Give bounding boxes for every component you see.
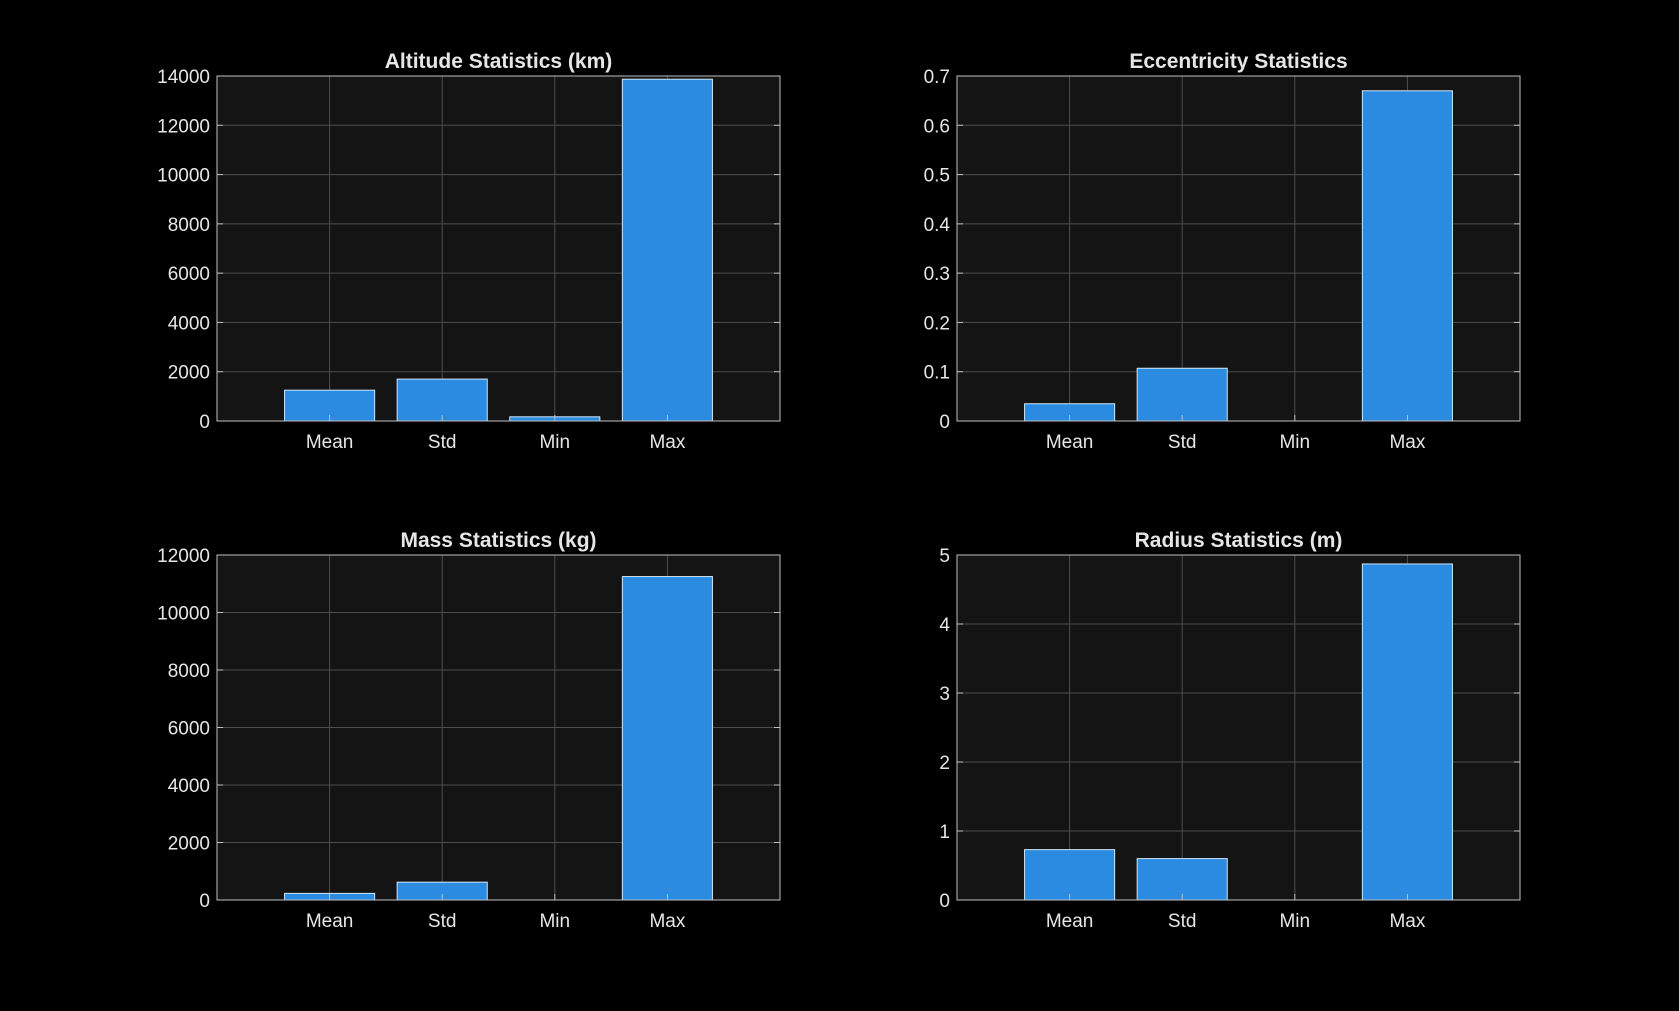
radius-ytick-label: 1 [939,822,950,843]
eccentricity-ytick-label: 0.2 [924,313,950,334]
radius-ytick-label: 4 [939,615,950,636]
altitude-ytick-label: 14000 [157,67,210,88]
altitude-ytick-label: 12000 [157,116,210,137]
eccentricity-ytick-label: 0.3 [924,264,950,285]
radius-xtick-label-max: Max [1389,911,1425,932]
altitude-ytick-label: 4000 [168,313,210,334]
mass-xtick-label-min: Min [539,911,570,932]
altitude-xtick-label-min: Min [539,432,570,453]
radius-ytick-label: 3 [939,684,950,705]
mass-xtick-label-max: Max [649,911,685,932]
radius-bar-std [1136,858,1228,901]
altitude-bar-max [621,78,713,422]
mass-ytick-label: 2000 [168,834,210,855]
eccentricity-ytick-label: 0.7 [924,67,950,88]
eccentricity-bar-std [1136,367,1228,422]
radius-ytick-label: 0 [939,891,950,912]
altitude-ytick-label: 6000 [168,264,210,285]
altitude-ytick-label: 8000 [168,215,210,236]
eccentricity-xtick-label-mean: Mean [1046,432,1094,453]
radius-axes-frame [956,554,1521,901]
radius-bar-mean [1024,849,1116,901]
eccentricity-ytick-label: 0 [939,412,950,433]
altitude-bar-std [396,378,488,422]
eccentricity-xtick-label-std: Std [1168,432,1197,453]
mass-ytick-label: 12000 [157,546,210,567]
altitude-ytick-label: 10000 [157,166,210,187]
altitude-chart: 0 2000 4000 6000 8000 10000 12000 14000 Mean Std M… [157,50,781,453]
mass-chart-title: Mass Statistics (kg) [400,529,596,552]
radius-ytick-label: 5 [939,546,950,567]
mass-ytick-label: 10000 [157,604,210,625]
eccentricity-ytick-label: 0.1 [924,363,950,384]
altitude-xtick-label-mean: Mean [306,432,354,453]
altitude-xtick-label-std: Std [428,432,457,453]
eccentricity-xtick-label-min: Min [1279,432,1310,453]
radius-ytick-label: 2 [939,753,950,774]
radius-xtick-label-std: Std [1168,911,1197,932]
eccentricity-ytick-label: 0.6 [924,116,950,137]
eccentricity-axes-frame [956,75,1521,422]
radius-chart-title: Radius Statistics (m) [1135,529,1343,552]
radius-chart: 0 1 2 3 4 5 Mean Std Min Max Radius Statistics (m) [939,529,1521,932]
eccentricity-bar-max [1361,90,1453,422]
mass-ytick-label: 4000 [168,776,210,797]
radius-xtick-label-min: Min [1279,911,1310,932]
altitude-axes-frame [216,75,781,422]
mass-ytick-label: 8000 [168,661,210,682]
eccentricity-chart: 0 0.1 0.2 0.3 0.4 0.5 0.6 0.7 Mean Std Min Max Eccen… [924,50,1521,453]
eccentricity-chart-title: Eccentricity Statistics [1129,50,1347,73]
altitude-chart-title: Altitude Statistics (km) [385,50,613,73]
eccentricity-xtick-label-max: Max [1389,432,1425,453]
mass-ytick-label: 0 [199,891,210,912]
radius-xtick-label-mean: Mean [1046,911,1094,932]
mass-bar-max [621,576,713,901]
mass-xtick-label-std: Std [428,911,457,932]
radius-bar-max [1361,563,1453,901]
mass-xtick-label-mean: Mean [306,911,354,932]
altitude-ytick-label: 2000 [168,363,210,384]
mass-ytick-label: 6000 [168,719,210,740]
altitude-ytick-label: 0 [199,412,210,433]
mass-chart: 0 2000 4000 6000 8000 10000 12000 Mean Std Min Max… [157,529,781,932]
eccentricity-ytick-label: 0.5 [924,166,950,187]
altitude-xtick-label-max: Max [649,432,685,453]
eccentricity-ytick-label: 0.4 [924,215,951,236]
